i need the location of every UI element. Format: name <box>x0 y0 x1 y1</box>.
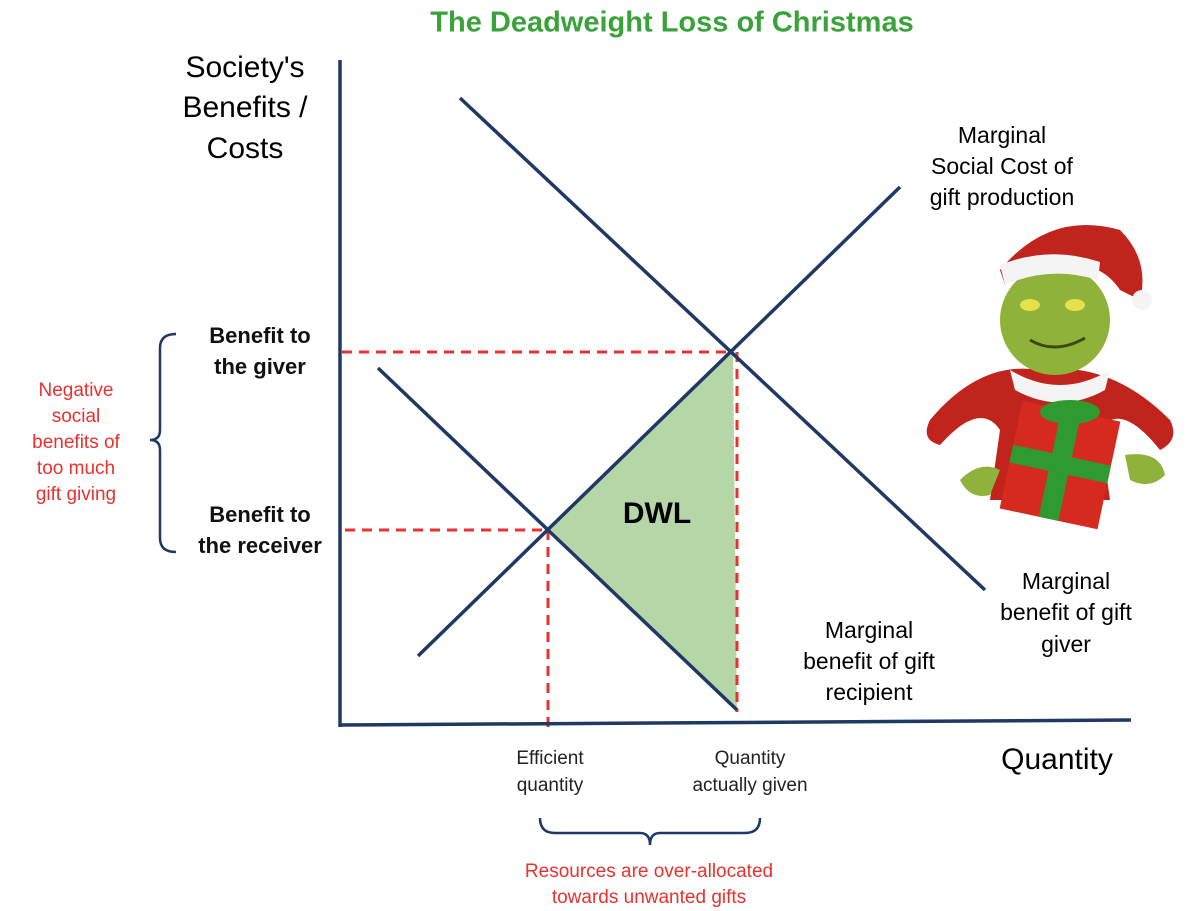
curve-label: Marginal <box>825 617 913 643</box>
y-axis-label: Costs <box>207 132 284 165</box>
annotation: gift giving <box>36 484 116 505</box>
annotation: social <box>52 406 101 427</box>
quantity-label: quantity <box>517 775 584 796</box>
annotation: towards unwanted gifts <box>552 887 746 908</box>
y-axis-label: Benefits / <box>182 91 308 124</box>
bracket <box>150 334 176 552</box>
quantity-label: Quantity <box>715 748 786 769</box>
curve-label: benefit of gift <box>1000 599 1132 625</box>
x-axis <box>340 720 1131 725</box>
quantity-label: actually given <box>692 775 807 796</box>
price-label: the receiver <box>198 533 322 558</box>
annotation: benefits of <box>32 432 120 453</box>
dwl-label: DWL <box>623 497 691 530</box>
annotation: too much <box>37 458 115 479</box>
curve-label: recipient <box>826 679 914 705</box>
title: The Deadweight Loss of Christmas <box>430 7 913 39</box>
price-label: Benefit to <box>209 502 310 527</box>
quantity-label: Efficient <box>516 748 584 769</box>
diagram: The Deadweight Loss of Christmas DWL Soc… <box>0 0 1189 911</box>
annotation: Negative <box>39 380 114 401</box>
annotation: Resources are over-allocated <box>525 861 773 882</box>
price-label: the giver <box>214 354 306 379</box>
curve-label: Social Cost of <box>931 153 1074 179</box>
curve-label: Marginal <box>1022 568 1110 594</box>
grinch-illustration <box>927 225 1174 529</box>
curve-label: gift production <box>930 184 1074 210</box>
y-axis-label: Society's <box>185 51 304 84</box>
curve-label: Marginal <box>958 122 1046 148</box>
curve-label: giver <box>1041 631 1091 657</box>
price-label: Benefit to <box>209 323 310 348</box>
bracket <box>540 818 760 845</box>
dwl-area <box>548 352 737 710</box>
curve-label: benefit of gift <box>803 648 935 674</box>
x-axis-label: Quantity <box>1001 743 1113 776</box>
